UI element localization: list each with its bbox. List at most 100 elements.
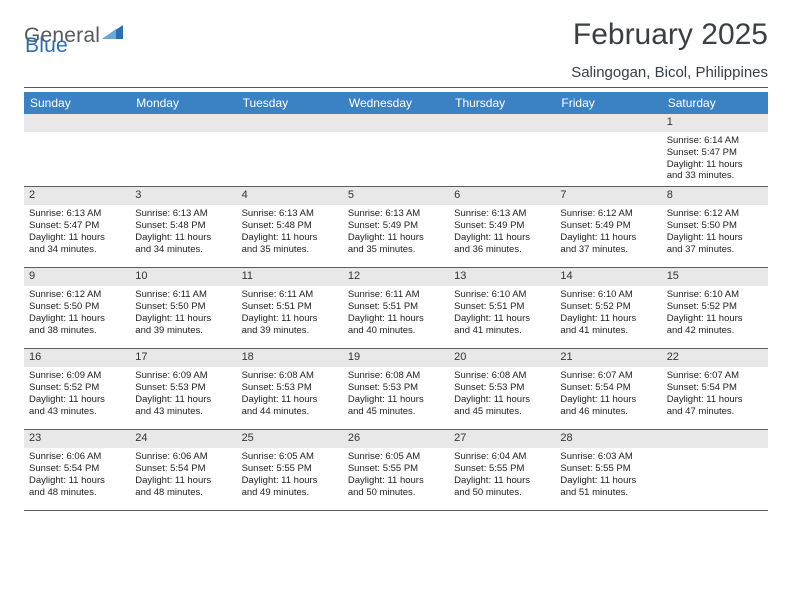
day-daylight1: Daylight: 11 hours [242, 313, 338, 325]
day-daylight1: Daylight: 11 hours [348, 394, 444, 406]
brand-text-blue: Blue [25, 34, 68, 57]
calendar-week: 9Sunrise: 6:12 AMSunset: 5:50 PMDaylight… [24, 268, 768, 349]
day-sunrise: Sunrise: 6:10 AM [454, 289, 550, 301]
calendar-cell: 18Sunrise: 6:08 AMSunset: 5:53 PMDayligh… [237, 349, 343, 429]
day-body: Sunrise: 6:09 AMSunset: 5:52 PMDaylight:… [24, 367, 130, 422]
day-body: Sunrise: 6:08 AMSunset: 5:53 PMDaylight:… [237, 367, 343, 422]
calendar-cell: 12Sunrise: 6:11 AMSunset: 5:51 PMDayligh… [343, 268, 449, 348]
day-number [24, 114, 130, 132]
calendar-cell: 23Sunrise: 6:06 AMSunset: 5:54 PMDayligh… [24, 430, 130, 510]
calendar-cell: 26Sunrise: 6:05 AMSunset: 5:55 PMDayligh… [343, 430, 449, 510]
day-number: 21 [555, 349, 661, 367]
day-sunset: Sunset: 5:54 PM [667, 382, 763, 394]
day-daylight2: and 34 minutes. [29, 244, 125, 256]
day-sunrise: Sunrise: 6:09 AM [135, 370, 231, 382]
day-body: Sunrise: 6:12 AMSunset: 5:50 PMDaylight:… [24, 286, 130, 341]
day-daylight1: Daylight: 11 hours [560, 475, 656, 487]
day-number [555, 114, 661, 132]
day-sunset: Sunset: 5:51 PM [242, 301, 338, 313]
day-sunrise: Sunrise: 6:13 AM [135, 208, 231, 220]
day-sunset: Sunset: 5:49 PM [454, 220, 550, 232]
day-daylight2: and 47 minutes. [667, 406, 763, 418]
day-sunset: Sunset: 5:52 PM [560, 301, 656, 313]
day-daylight2: and 49 minutes. [242, 487, 338, 499]
day-daylight2: and 50 minutes. [454, 487, 550, 499]
calendar-cell: 5Sunrise: 6:13 AMSunset: 5:49 PMDaylight… [343, 187, 449, 267]
day-daylight1: Daylight: 11 hours [135, 232, 231, 244]
day-daylight2: and 46 minutes. [560, 406, 656, 418]
day-daylight2: and 51 minutes. [560, 487, 656, 499]
day-sunset: Sunset: 5:51 PM [348, 301, 444, 313]
day-body: Sunrise: 6:10 AMSunset: 5:52 PMDaylight:… [555, 286, 661, 341]
day-number: 28 [555, 430, 661, 448]
day-daylight1: Daylight: 11 hours [454, 394, 550, 406]
day-daylight2: and 44 minutes. [242, 406, 338, 418]
day-sunset: Sunset: 5:50 PM [135, 301, 231, 313]
calendar-cell: 21Sunrise: 6:07 AMSunset: 5:54 PMDayligh… [555, 349, 661, 429]
day-daylight1: Daylight: 11 hours [29, 394, 125, 406]
day-sunset: Sunset: 5:54 PM [29, 463, 125, 475]
day-daylight1: Daylight: 11 hours [29, 313, 125, 325]
day-number: 14 [555, 268, 661, 286]
day-sunrise: Sunrise: 6:06 AM [29, 451, 125, 463]
calendar-cell: 16Sunrise: 6:09 AMSunset: 5:52 PMDayligh… [24, 349, 130, 429]
day-number: 13 [449, 268, 555, 286]
day-body: Sunrise: 6:12 AMSunset: 5:49 PMDaylight:… [555, 205, 661, 260]
day-number: 19 [343, 349, 449, 367]
calendar-week: 2Sunrise: 6:13 AMSunset: 5:47 PMDaylight… [24, 187, 768, 268]
day-daylight2: and 50 minutes. [348, 487, 444, 499]
day-daylight1: Daylight: 11 hours [667, 313, 763, 325]
calendar-cell [130, 114, 236, 186]
day-daylight1: Daylight: 11 hours [348, 475, 444, 487]
day-sunrise: Sunrise: 6:11 AM [348, 289, 444, 301]
calendar-cell: 24Sunrise: 6:06 AMSunset: 5:54 PMDayligh… [130, 430, 236, 510]
day-sunrise: Sunrise: 6:13 AM [454, 208, 550, 220]
day-sunrise: Sunrise: 6:05 AM [242, 451, 338, 463]
day-body: Sunrise: 6:12 AMSunset: 5:50 PMDaylight:… [662, 205, 768, 260]
day-daylight1: Daylight: 11 hours [454, 232, 550, 244]
day-body: Sunrise: 6:13 AMSunset: 5:47 PMDaylight:… [24, 205, 130, 260]
day-sunset: Sunset: 5:50 PM [667, 220, 763, 232]
calendar-cell: 13Sunrise: 6:10 AMSunset: 5:51 PMDayligh… [449, 268, 555, 348]
day-number: 9 [24, 268, 130, 286]
weekday-monday: Monday [130, 92, 236, 114]
day-number: 3 [130, 187, 236, 205]
day-number: 23 [24, 430, 130, 448]
day-body: Sunrise: 6:14 AMSunset: 5:47 PMDaylight:… [662, 132, 768, 187]
day-body: Sunrise: 6:05 AMSunset: 5:55 PMDaylight:… [237, 448, 343, 503]
weekday-sunday: Sunday [24, 92, 130, 114]
day-sunrise: Sunrise: 6:11 AM [135, 289, 231, 301]
weekday-header-row: Sunday Monday Tuesday Wednesday Thursday… [24, 92, 768, 114]
day-sunrise: Sunrise: 6:11 AM [242, 289, 338, 301]
calendar-cell: 7Sunrise: 6:12 AMSunset: 5:49 PMDaylight… [555, 187, 661, 267]
day-sunset: Sunset: 5:52 PM [667, 301, 763, 313]
calendar-cell: 11Sunrise: 6:11 AMSunset: 5:51 PMDayligh… [237, 268, 343, 348]
day-sunrise: Sunrise: 6:12 AM [29, 289, 125, 301]
day-sunrise: Sunrise: 6:12 AM [560, 208, 656, 220]
day-body: Sunrise: 6:06 AMSunset: 5:54 PMDaylight:… [24, 448, 130, 503]
calendar-week: 23Sunrise: 6:06 AMSunset: 5:54 PMDayligh… [24, 430, 768, 511]
day-daylight1: Daylight: 11 hours [242, 475, 338, 487]
day-sunrise: Sunrise: 6:04 AM [454, 451, 550, 463]
day-sunset: Sunset: 5:51 PM [454, 301, 550, 313]
day-number: 1 [662, 114, 768, 132]
calendar: Sunday Monday Tuesday Wednesday Thursday… [24, 92, 768, 511]
day-daylight1: Daylight: 11 hours [560, 232, 656, 244]
calendar-cell [449, 114, 555, 186]
weekday-friday: Friday [555, 92, 661, 114]
day-body: Sunrise: 6:13 AMSunset: 5:49 PMDaylight:… [449, 205, 555, 260]
day-number: 5 [343, 187, 449, 205]
day-sunset: Sunset: 5:47 PM [29, 220, 125, 232]
day-body: Sunrise: 6:10 AMSunset: 5:51 PMDaylight:… [449, 286, 555, 341]
day-sunset: Sunset: 5:53 PM [348, 382, 444, 394]
calendar-cell: 28Sunrise: 6:03 AMSunset: 5:55 PMDayligh… [555, 430, 661, 510]
day-sunrise: Sunrise: 6:05 AM [348, 451, 444, 463]
day-body: Sunrise: 6:03 AMSunset: 5:55 PMDaylight:… [555, 448, 661, 503]
day-daylight2: and 42 minutes. [667, 325, 763, 337]
day-daylight1: Daylight: 11 hours [560, 313, 656, 325]
calendar-cell: 4Sunrise: 6:13 AMSunset: 5:48 PMDaylight… [237, 187, 343, 267]
day-sunset: Sunset: 5:49 PM [348, 220, 444, 232]
day-sunrise: Sunrise: 6:14 AM [667, 135, 763, 147]
day-body: Sunrise: 6:07 AMSunset: 5:54 PMDaylight:… [662, 367, 768, 422]
day-body: Sunrise: 6:10 AMSunset: 5:52 PMDaylight:… [662, 286, 768, 341]
